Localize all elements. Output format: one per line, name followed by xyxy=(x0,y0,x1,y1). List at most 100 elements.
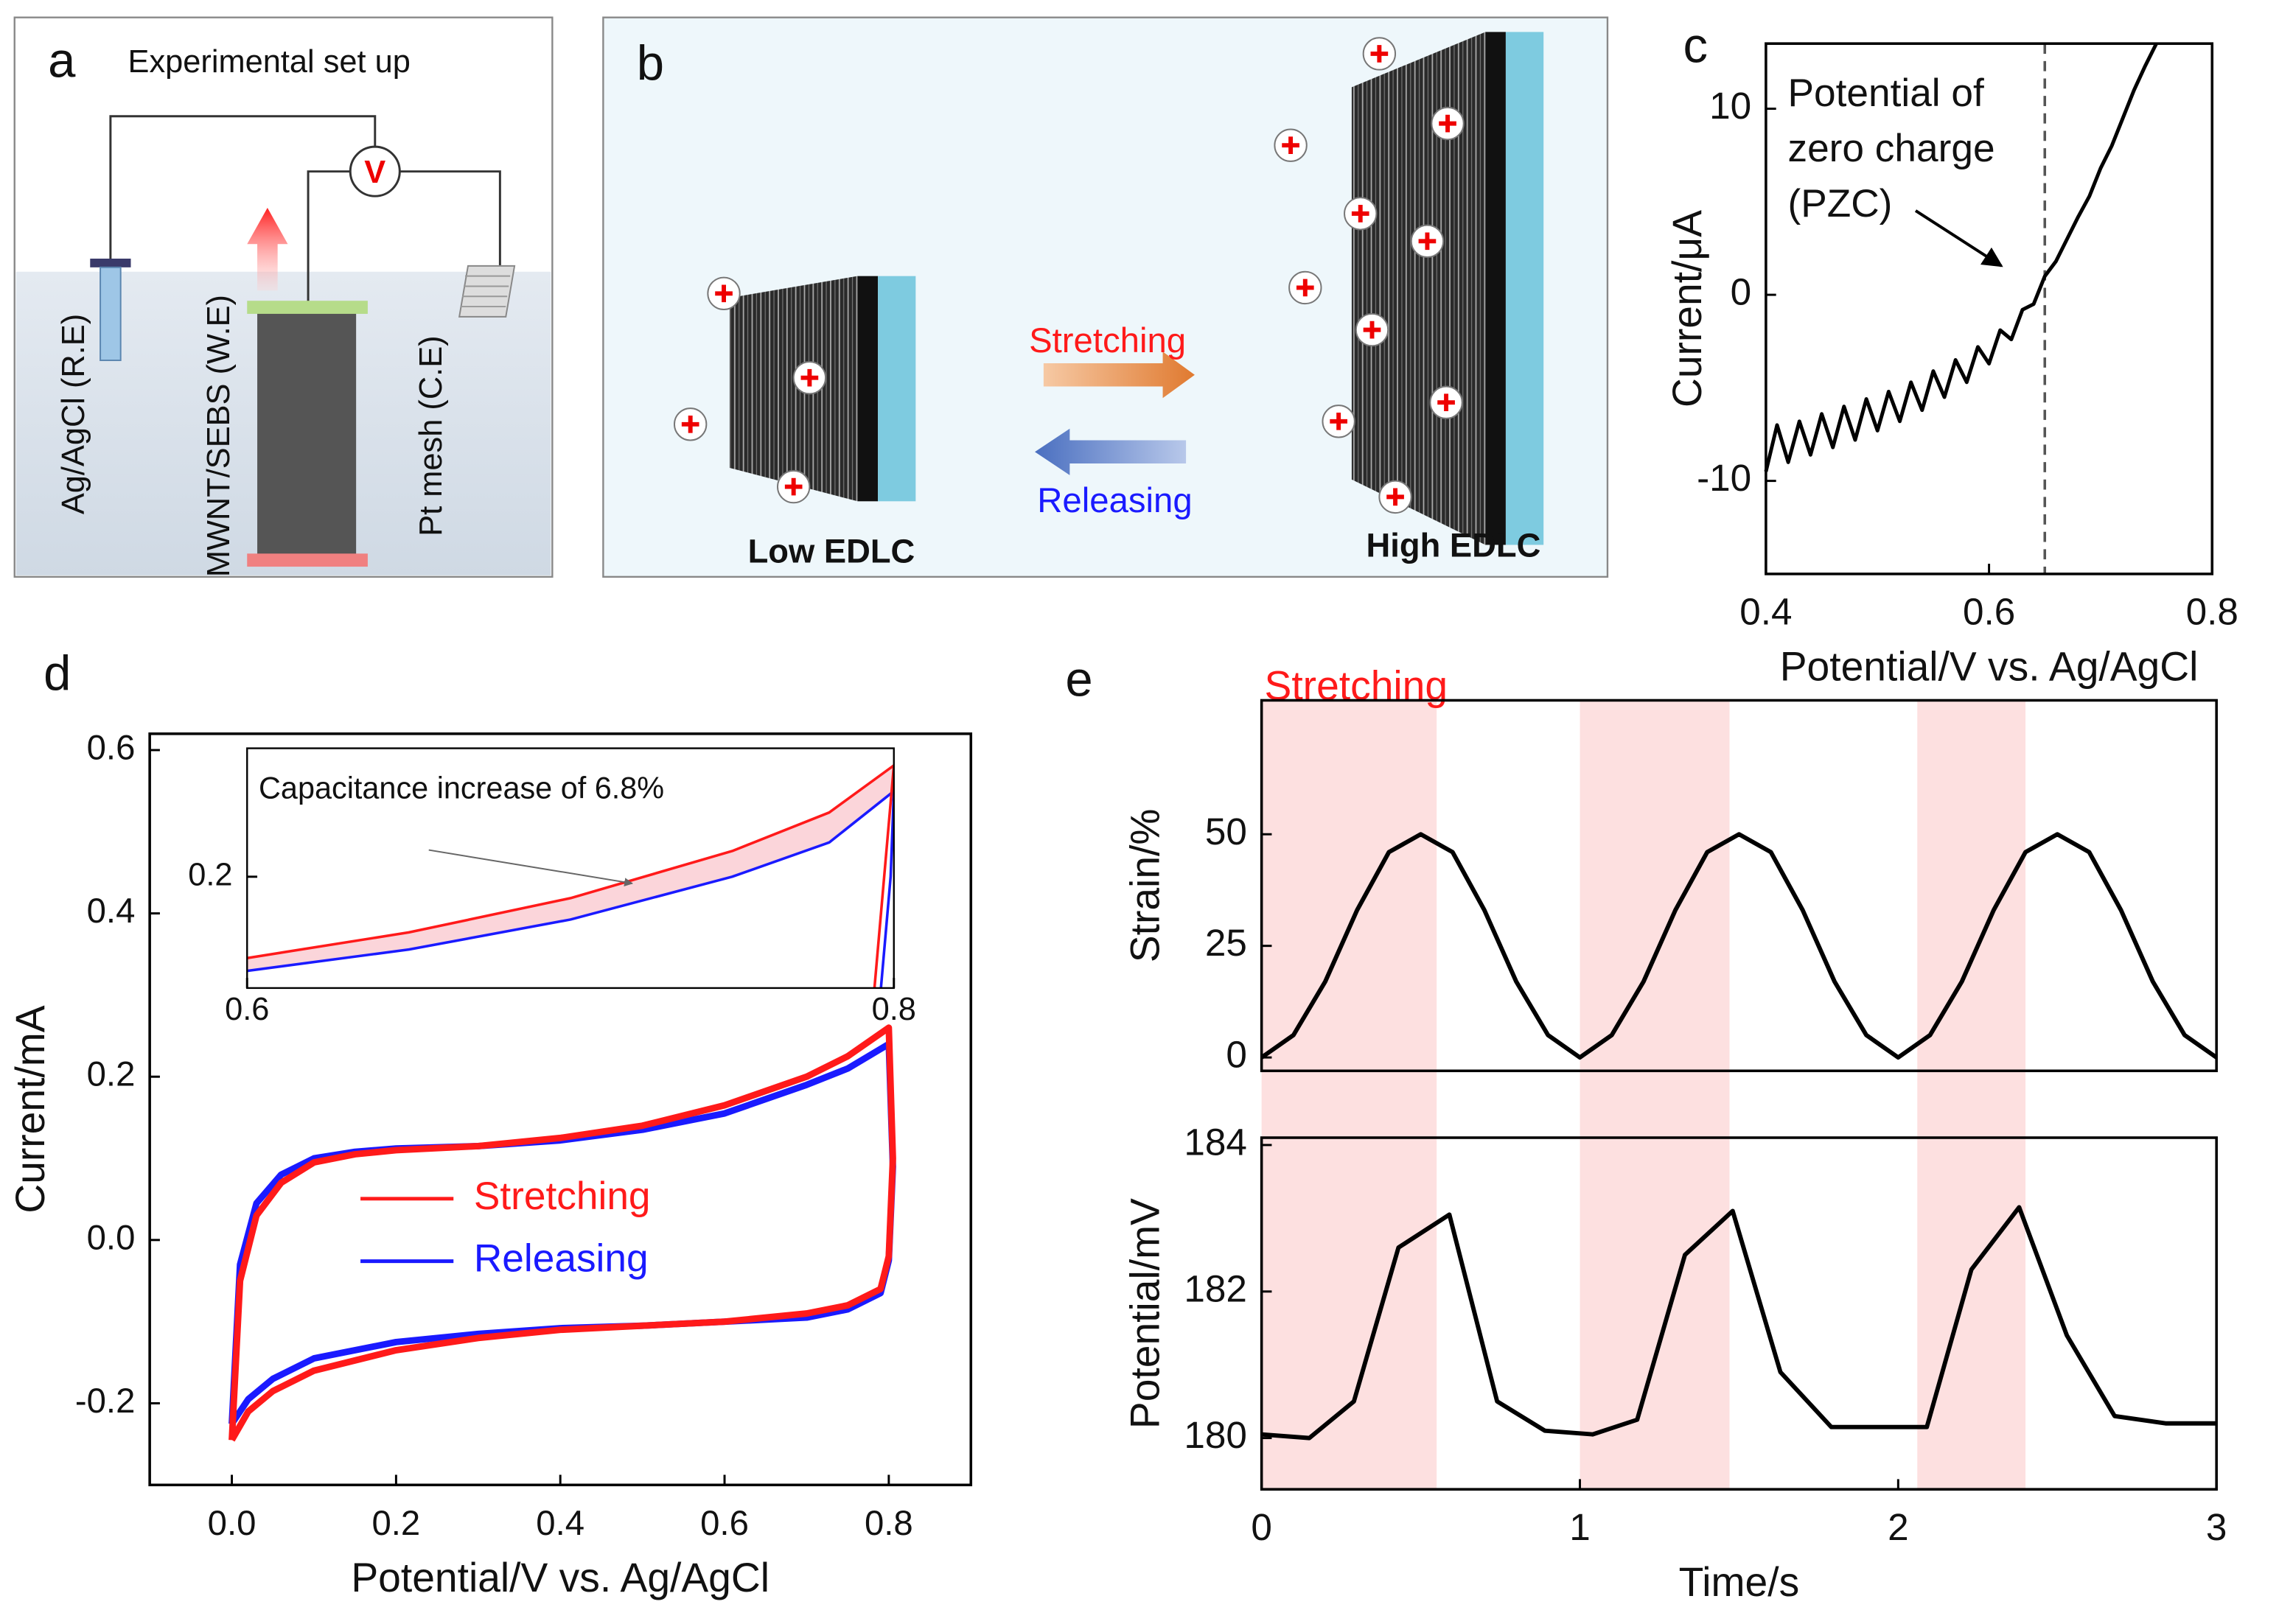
counter-label: Pt mesh (C.E) xyxy=(413,335,449,536)
panel-label: e xyxy=(1065,651,1092,707)
wire xyxy=(307,170,351,303)
y-tick-label: 0.2 xyxy=(188,857,232,892)
clamp-top xyxy=(247,301,368,314)
substrate xyxy=(878,276,916,502)
y-tick-label: 0.2 xyxy=(87,1055,136,1094)
x-tick-label: 0.8 xyxy=(872,992,916,1027)
annotation: (PZC) xyxy=(1787,182,1892,225)
y-tick-label: 0.0 xyxy=(87,1218,136,1257)
legend-label: Releasing xyxy=(474,1237,649,1281)
fill-between xyxy=(247,765,894,971)
panel-label: b xyxy=(637,35,664,91)
electrode-low xyxy=(729,276,858,502)
y-tick-label: 180 xyxy=(1184,1414,1247,1456)
clamp-bottom xyxy=(247,553,368,567)
y-tick-label: 0 xyxy=(1226,1034,1247,1076)
arrow-forward xyxy=(1043,351,1195,399)
x-tick-label: 0.8 xyxy=(865,1504,913,1543)
x-tick-label: 0 xyxy=(1251,1506,1272,1548)
y-tick-label: 184 xyxy=(1184,1121,1247,1163)
y-tick-label: 0.4 xyxy=(87,892,136,931)
annotation: zero charge xyxy=(1787,127,1994,170)
stretch-arrow xyxy=(247,207,288,291)
annotation: Capacitance increase of 6.8% xyxy=(259,771,664,805)
ion-plus xyxy=(715,284,733,303)
y-tick-label: -10 xyxy=(1697,457,1751,499)
x-tick-label: 0.4 xyxy=(1739,591,1792,633)
panel-label: a xyxy=(48,32,76,88)
arrow-backward xyxy=(1035,428,1187,475)
ion-plus xyxy=(1370,45,1389,63)
electrode-high xyxy=(1351,32,1486,545)
x-tick-label: 0.0 xyxy=(208,1504,256,1543)
electrode-cap xyxy=(90,258,131,267)
plot-frame xyxy=(1260,699,2218,1073)
stretch-band xyxy=(1917,700,2026,1490)
x-tick-label: 0.8 xyxy=(2186,591,2238,633)
y-axis-label: Strain/% xyxy=(1122,809,1168,963)
annotation-arrow xyxy=(428,849,633,887)
panel-a: a Experimental set up V Ag/AgCl (R.E) MW… xyxy=(13,16,554,578)
pt-mesh xyxy=(458,265,516,318)
plot-frame xyxy=(1260,1136,2218,1491)
series-line xyxy=(247,789,894,988)
collector xyxy=(1485,32,1506,545)
series-line xyxy=(228,1024,896,1442)
y-axis-label: Potential/mV xyxy=(1122,1198,1168,1429)
ion-plus xyxy=(1351,205,1369,223)
series-line xyxy=(1261,1205,2217,1441)
series-line xyxy=(247,764,894,988)
stretch-band xyxy=(1580,700,1730,1490)
collector xyxy=(857,276,879,502)
ion-plus xyxy=(784,477,803,496)
x-tick-label: 0.4 xyxy=(536,1504,584,1543)
annotation: Potential of xyxy=(1787,71,1984,115)
x-tick-label: 0.6 xyxy=(225,992,269,1027)
series-line xyxy=(1764,43,2158,472)
ion-plus xyxy=(1437,393,1455,412)
y-tick-label: 10 xyxy=(1709,85,1751,127)
pt-mesh-lines xyxy=(461,275,511,308)
ion-plus xyxy=(681,415,699,433)
panel-b: b Stretching Releasing Low EDLC High EDL… xyxy=(602,16,1609,578)
reference-label: Ag/AgCl (R.E) xyxy=(56,314,91,514)
ion-plus xyxy=(1386,488,1404,506)
low-label: Low EDLC xyxy=(748,532,915,570)
x-axis-label: Potential/V vs. Ag/AgCl xyxy=(1780,644,2199,690)
working-electrode xyxy=(257,312,357,557)
x-tick-label: 0.2 xyxy=(371,1504,420,1543)
ion-plus xyxy=(1439,114,1456,133)
stretch-band xyxy=(1261,700,1437,1490)
ion-plus xyxy=(1282,136,1299,155)
y-tick-label: 0.6 xyxy=(87,728,136,767)
panel-label: c xyxy=(1683,18,1708,74)
annotation-arrow xyxy=(1914,209,2003,267)
x-tick-label: 2 xyxy=(1888,1506,1909,1548)
chart: 180 182 184 0 1 2 3 Time/s Potential/mV xyxy=(1122,1121,2227,1604)
ion-plus xyxy=(1330,413,1347,430)
x-tick-label: 0.6 xyxy=(1963,591,2015,633)
y-tick-label: 0 xyxy=(1731,271,1752,313)
x-tick-label: 1 xyxy=(1569,1506,1591,1548)
chart: -0.2 0.0 0.2 0.4 0.6 0.0 0.2 0.4 0.6 0.8 Potential… xyxy=(7,646,973,1600)
backward-label: Releasing xyxy=(1037,481,1192,520)
forward-label: Stretching xyxy=(1029,321,1186,360)
y-axis-label: Current/mA xyxy=(7,1005,53,1213)
x-tick-label: 0.6 xyxy=(700,1504,749,1543)
panel-title: Experimental set up xyxy=(128,44,411,80)
wire xyxy=(109,115,377,259)
chart: -10 0 10 0.4 0.6 0.8 Potential/V vs. Ag/AgCl Cu… xyxy=(1664,18,2238,690)
y-tick-label: -0.2 xyxy=(75,1382,136,1421)
reference-electrode xyxy=(100,266,122,362)
panel-label: d xyxy=(43,646,71,701)
voltmeter xyxy=(349,145,401,197)
ion-plus xyxy=(1363,321,1381,339)
y-tick-label: 50 xyxy=(1205,811,1247,853)
legend-label: Stretching xyxy=(474,1175,651,1218)
ion-plus xyxy=(800,368,819,387)
plot-frame xyxy=(246,747,895,990)
x-tick-label: 3 xyxy=(2206,1506,2227,1548)
wire xyxy=(399,170,501,266)
